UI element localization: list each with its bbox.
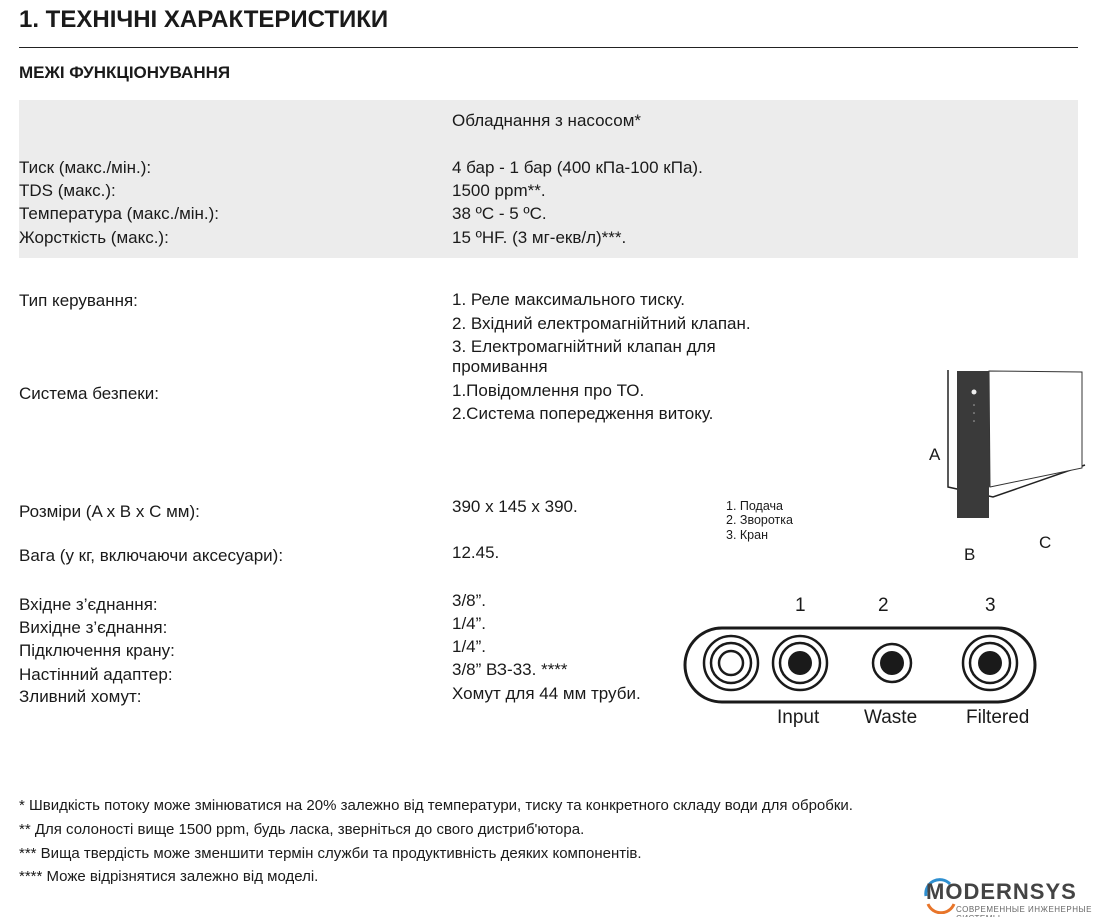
control-value: 1. Реле максимального тиску.: [452, 290, 685, 309]
control-value: промивання: [452, 357, 548, 376]
footnote: * Швидкість потоку може змінюватися на 2…: [19, 797, 853, 814]
ports-diagram: [683, 626, 1037, 704]
port-name: Input: [777, 707, 820, 728]
port-number: 2: [878, 595, 889, 616]
conn-label: Вхідне з’єднання:: [19, 595, 158, 614]
legend-item: 1. Подача: [726, 499, 783, 513]
conn-value: Хомут для 44 мм труби.: [452, 684, 641, 703]
port-number: 1: [795, 595, 806, 616]
row-label: Жорсткість (макс.):: [19, 228, 169, 247]
port-waste: [871, 642, 913, 684]
conn-value: 1/4”.: [452, 614, 487, 633]
row-label: Тиск (макс./мін.):: [19, 158, 152, 177]
page-title: 1. ТЕХНІЧНІ ХАРАКТЕРИСТИКИ: [19, 6, 389, 33]
control-value: 3. Електромагнійтний клапан для: [452, 337, 716, 356]
row-value: 38 ºC - 5 ºC.: [452, 204, 547, 223]
footnote: *** Вища твердість може зменшити термін …: [19, 845, 642, 862]
control-value: 2. Вхідний електромагнійтний клапан.: [452, 314, 751, 333]
row-value: 1500 ppm**.: [452, 181, 546, 200]
legend-item: 3. Кран: [726, 528, 768, 542]
conn-label: Настінний адаптер:: [19, 665, 173, 684]
dim-b-label: B: [964, 545, 976, 564]
port-name: Filtered: [966, 707, 1030, 728]
section-title: МЕЖІ ФУНКЦІОНУВАННЯ: [19, 63, 231, 82]
safety-value: 2.Система попередження витоку.: [452, 404, 714, 423]
conn-label: Вихідне з’єднання:: [19, 618, 168, 637]
conn-label: Підключення крану:: [19, 641, 175, 660]
row-label: TDS (макс.):: [19, 181, 116, 200]
divider: [19, 47, 1078, 48]
control-label: Тип керування:: [19, 291, 138, 310]
row-label: Температура (макс./мін.):: [19, 204, 220, 223]
weight-label: Вага (у кг, включаючи аксесуари):: [19, 546, 284, 565]
port-number: 3: [985, 595, 996, 616]
band-header: Обладнання з насосом*: [452, 111, 641, 130]
size-label: Розміри (A x B x C мм):: [19, 502, 200, 521]
operating-limits-band: [19, 100, 1078, 258]
port-input: [771, 634, 829, 692]
modernsys-logo: MODERNSYS СОВРЕМЕННЫЕ ИНЖЕНЕРНЫЕ СИСТЕМЫ: [920, 874, 1119, 917]
footnote: ** Для солоності вище 1500 ppm, будь лас…: [19, 821, 585, 838]
conn-value: 1/4”.: [452, 637, 487, 656]
safety-value: 1.Повідомлення про ТО.: [452, 381, 645, 400]
weight-value: 12.45.: [452, 543, 500, 562]
unit-dimension-illustration: [947, 370, 1086, 518]
dim-a-label: A: [929, 445, 941, 464]
conn-value: 3/8” ВЗ-33. ****: [452, 660, 568, 679]
conn-label: Зливний хомут:: [19, 687, 142, 706]
size-value: 390 x 145 x 390.: [452, 497, 578, 516]
port-filtered: [961, 634, 1019, 692]
logo-arc-icon: [924, 878, 956, 914]
row-value: 4 бар - 1 бар (400 кПа-100 кПа).: [452, 158, 703, 177]
port-name: Waste: [864, 707, 918, 728]
row-value: 15 ºHF. (3 мг-екв/л)***.: [452, 228, 627, 247]
conn-value: 3/8”.: [452, 591, 487, 610]
dim-c-label: C: [1039, 533, 1052, 552]
port-bypass: [702, 634, 760, 692]
footnote: **** Може відрізнятися залежно від модел…: [19, 868, 319, 885]
legend-item: 2. Зворотка: [726, 513, 793, 527]
safety-label: Система безпеки:: [19, 384, 159, 403]
